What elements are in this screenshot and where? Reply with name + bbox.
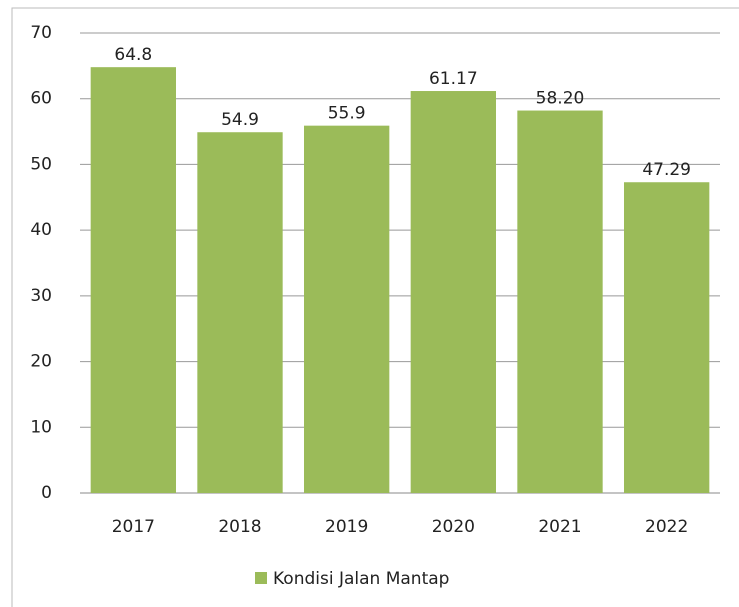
legend-label: Kondisi Jalan Mantap (273, 569, 449, 589)
y-tick-label: 40 (30, 220, 52, 240)
bar (90, 67, 176, 494)
x-tick-label: 2022 (645, 517, 688, 537)
x-tick-label: 2020 (432, 517, 475, 537)
y-tick-label: 70 (30, 23, 52, 43)
x-tick-label: 2021 (538, 517, 581, 537)
legend-swatch (255, 572, 267, 584)
x-tick-label: 2017 (112, 517, 155, 537)
value-label: 55.9 (328, 104, 366, 124)
bar (624, 182, 710, 494)
y-tick-label: 20 (30, 352, 52, 372)
bar (304, 125, 390, 494)
bar (197, 132, 283, 493)
value-label: 47.29 (642, 160, 691, 180)
value-label: 61.17 (429, 69, 478, 89)
x-tick-label: 2018 (218, 517, 261, 537)
chart-border (11, 7, 739, 607)
y-tick-label: 0 (41, 483, 52, 503)
bar (410, 91, 496, 494)
value-label: 58.20 (536, 89, 585, 109)
y-tick-label: 30 (30, 286, 52, 306)
y-tick-label: 50 (30, 154, 52, 174)
y-tick-label: 10 (30, 417, 52, 437)
x-tick-label: 2019 (325, 517, 368, 537)
value-label: 54.9 (221, 110, 259, 130)
y-tick-label: 60 (30, 89, 52, 109)
value-label: 64.8 (114, 45, 152, 65)
bar (517, 110, 603, 494)
